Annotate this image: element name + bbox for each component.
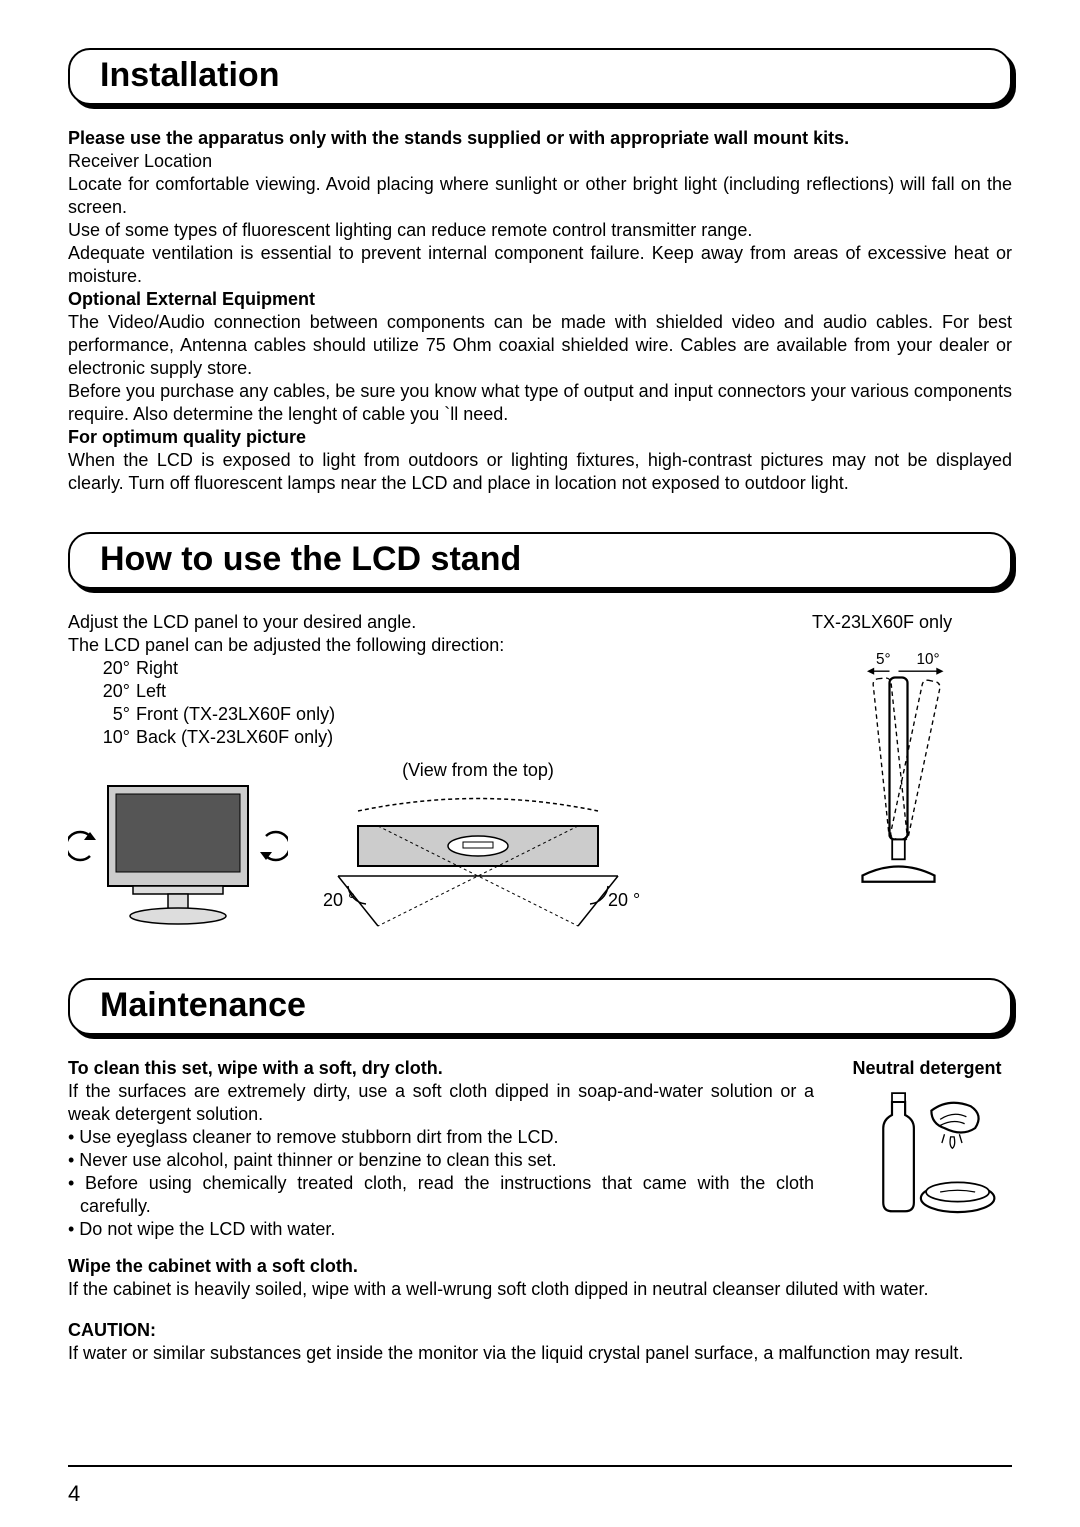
angle-row: 10°Back (TX-23LX60F only) xyxy=(96,726,812,749)
installation-heading: Installation xyxy=(68,48,1012,105)
optional-p1: The Video/Audio connection between compo… xyxy=(68,311,1012,380)
cabinet-heading: Wipe the cabinet with a soft cloth. xyxy=(68,1255,1012,1278)
maintenance-heading: Maintenance xyxy=(68,978,1012,1035)
page-number: 4 xyxy=(68,1481,80,1507)
cabinet-block: Wipe the cabinet with a soft cloth. If t… xyxy=(68,1255,1012,1301)
optional-p2: Before you purchase any cables, be sure … xyxy=(68,380,1012,426)
tv-front-diagram xyxy=(68,776,288,942)
caution-p1: If water or similar substances get insid… xyxy=(68,1342,1012,1365)
caution-block: CAUTION: If water or similar substances … xyxy=(68,1319,1012,1365)
receiver-p1: Locate for comfortable viewing. Avoid pl… xyxy=(68,173,1012,219)
detergent-diagram: Neutral detergent xyxy=(842,1057,1012,1241)
picture-heading: For optimum quality picture xyxy=(68,426,1012,449)
maint-bullet: • Use eyeglass cleaner to remove stubbor… xyxy=(68,1126,814,1149)
stand-p1: Adjust the LCD panel to your desired ang… xyxy=(68,611,812,634)
stand-title: How to use the LCD stand xyxy=(100,540,980,579)
installation-body: Please use the apparatus only with the s… xyxy=(68,127,1012,496)
maint-bullet: • Never use alcohol, paint thinner or be… xyxy=(68,1149,814,1172)
top-view-label: (View from the top) xyxy=(288,759,668,782)
maintenance-section: Maintenance To clean this set, wipe with… xyxy=(68,978,1012,1365)
maintenance-title: Maintenance xyxy=(100,986,980,1025)
stand-heading: How to use the LCD stand xyxy=(68,532,1012,589)
svg-text:20 °: 20 ° xyxy=(323,890,355,910)
installation-title: Installation xyxy=(100,56,980,95)
maint-bullet: • Before using chemically treated cloth,… xyxy=(68,1172,814,1218)
detergent-label: Neutral detergent xyxy=(842,1057,1012,1080)
receiver-p3: Adequate ventilation is essential to pre… xyxy=(68,242,1012,288)
page-footer-rule xyxy=(68,1465,1012,1467)
stand-section: How to use the LCD stand Adjust the LCD … xyxy=(68,532,1012,942)
svg-text:10°: 10° xyxy=(917,651,940,668)
receiver-heading: Receiver Location xyxy=(68,150,1012,173)
maint-bullet: • Do not wipe the LCD with water. xyxy=(68,1218,814,1241)
picture-p1: When the LCD is exposed to light from ou… xyxy=(68,449,1012,495)
maintenance-body: To clean this set, wipe with a soft, dry… xyxy=(68,1057,814,1241)
stand-p2: The LCD panel can be adjusted the follow… xyxy=(68,634,812,657)
intro-bold: Please use the apparatus only with the s… xyxy=(68,127,1012,150)
angle-row: 5°Front (TX-23LX60F only) xyxy=(96,703,812,726)
model-note: TX-23LX60F only xyxy=(812,611,1012,634)
clean-heading: To clean this set, wipe with a soft, dry… xyxy=(68,1057,814,1080)
angle-row: 20°Right xyxy=(96,657,812,680)
receiver-p2: Use of some types of fluorescent lightin… xyxy=(68,219,1012,242)
svg-text:20 °: 20 ° xyxy=(608,890,640,910)
caution-heading: CAUTION: xyxy=(68,1319,1012,1342)
clean-p1: If the surfaces are extremely dirty, use… xyxy=(68,1080,814,1126)
stand-body: Adjust the LCD panel to your desired ang… xyxy=(68,611,812,942)
cabinet-p1: If the cabinet is heavily soiled, wipe w… xyxy=(68,1278,1012,1301)
installation-section: Installation Please use the apparatus on… xyxy=(68,48,1012,496)
tv-top-diagram: (View from the top) 20 ° xyxy=(288,759,668,942)
angle-row: 20°Left xyxy=(96,680,812,703)
svg-text:5°: 5° xyxy=(876,651,891,668)
optional-heading: Optional External Equipment xyxy=(68,288,1012,311)
tv-side-diagram: TX-23LX60F only 5° 10° xyxy=(812,611,1012,942)
